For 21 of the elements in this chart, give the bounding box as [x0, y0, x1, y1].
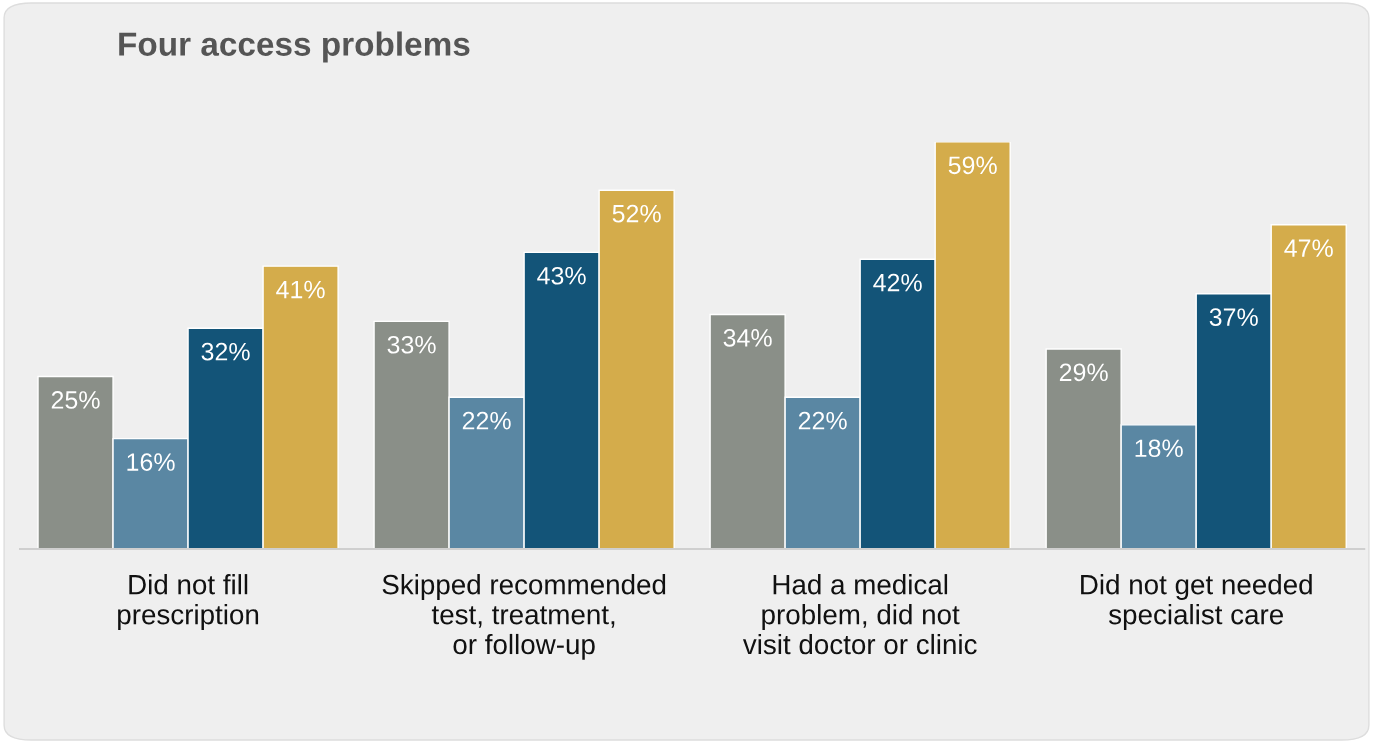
data-label: 25% — [51, 391, 100, 409]
data-label: 41% — [276, 280, 325, 299]
data-label: 47% — [1284, 239, 1333, 257]
data-label: 52% — [612, 204, 661, 223]
data-label: 16% — [127, 453, 175, 471]
x-tick-label: Did not get needed specialist care — [1081, 574, 1312, 630]
x-tick-label: Skipped recommended test, treatment, or follow-up — [382, 574, 666, 660]
data-label: 22% — [462, 411, 511, 430]
data-label: 59% — [948, 156, 997, 175]
data-label: 42% — [873, 273, 922, 292]
data-label: 22% — [798, 411, 847, 430]
data-label: 33% — [387, 335, 436, 354]
data-label: 37% — [1209, 308, 1258, 326]
data-label: 43% — [537, 266, 586, 285]
x-tick-label: Did not fill prescription — [118, 574, 259, 630]
data-label: 34% — [723, 328, 772, 347]
data-label: 32% — [201, 342, 250, 361]
x-tick-label: Had a medical problem, did not visit doctor or clinic — [742, 574, 977, 655]
chart-title: Four access problems — [119, 31, 470, 63]
data-label: 18% — [1135, 439, 1183, 458]
data-label: 29% — [1059, 363, 1108, 382]
